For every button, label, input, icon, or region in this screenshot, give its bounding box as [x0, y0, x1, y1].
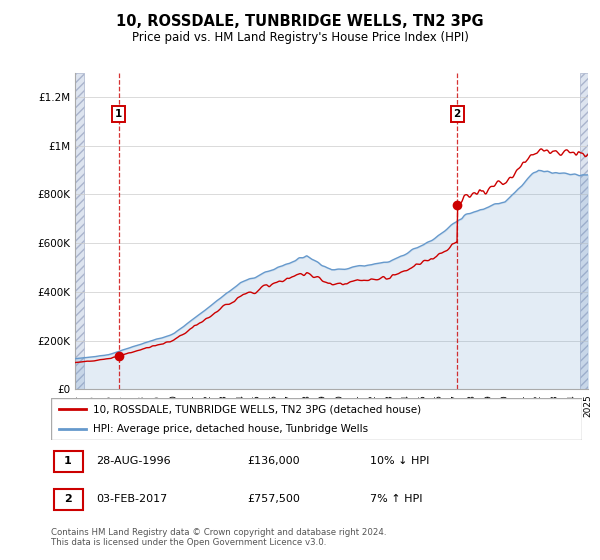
- Text: 7% ↑ HPI: 7% ↑ HPI: [370, 494, 422, 504]
- Text: Price paid vs. HM Land Registry's House Price Index (HPI): Price paid vs. HM Land Registry's House …: [131, 31, 469, 44]
- Text: Contains HM Land Registry data © Crown copyright and database right 2024.
This d: Contains HM Land Registry data © Crown c…: [51, 528, 386, 547]
- Text: HPI: Average price, detached house, Tunbridge Wells: HPI: Average price, detached house, Tunb…: [94, 424, 368, 434]
- Text: 10, ROSSDALE, TUNBRIDGE WELLS, TN2 3PG (detached house): 10, ROSSDALE, TUNBRIDGE WELLS, TN2 3PG (…: [94, 404, 422, 414]
- Text: 10, ROSSDALE, TUNBRIDGE WELLS, TN2 3PG: 10, ROSSDALE, TUNBRIDGE WELLS, TN2 3PG: [116, 14, 484, 29]
- Bar: [580, 73, 590, 389]
- Text: 2: 2: [64, 494, 72, 504]
- Text: 2: 2: [454, 109, 461, 119]
- FancyBboxPatch shape: [53, 450, 83, 472]
- Text: 10% ↓ HPI: 10% ↓ HPI: [370, 456, 429, 466]
- FancyBboxPatch shape: [53, 489, 83, 510]
- Bar: [75, 73, 84, 389]
- FancyBboxPatch shape: [51, 398, 582, 440]
- Text: £757,500: £757,500: [247, 494, 301, 504]
- Text: 1: 1: [64, 456, 72, 466]
- Text: 03-FEB-2017: 03-FEB-2017: [96, 494, 167, 504]
- Text: 1: 1: [115, 109, 122, 119]
- Text: 28-AUG-1996: 28-AUG-1996: [96, 456, 171, 466]
- Text: £136,000: £136,000: [247, 456, 300, 466]
